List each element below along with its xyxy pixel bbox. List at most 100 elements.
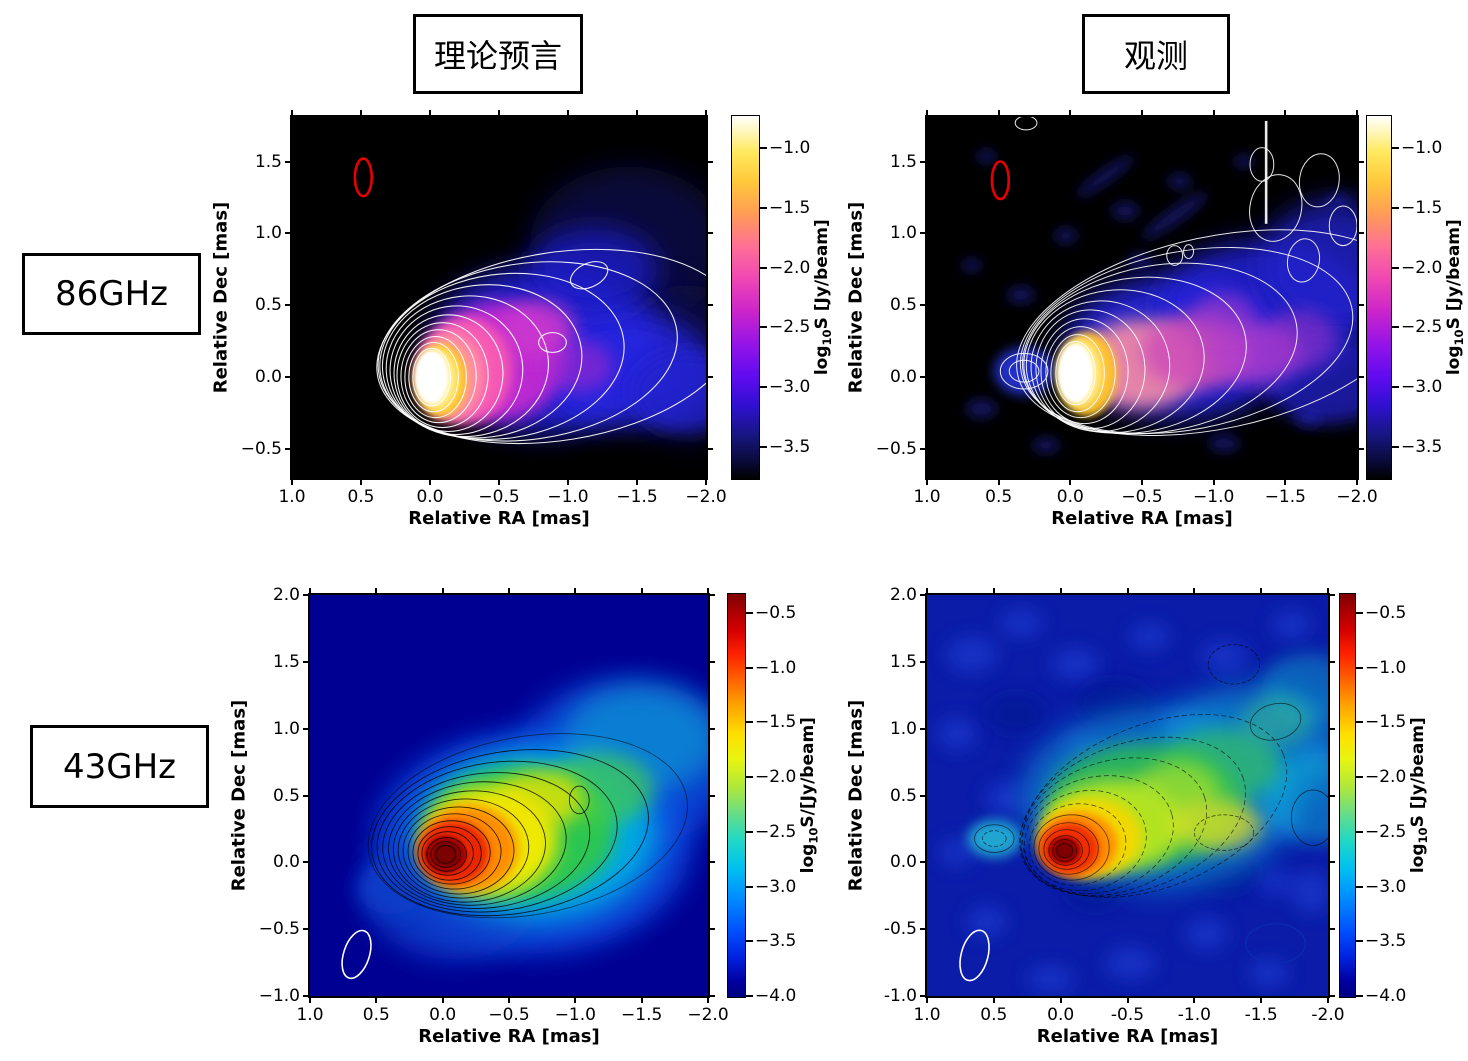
y-tick-label: 2.0 (889, 585, 917, 605)
x-tick-label: −2.0 (1336, 487, 1378, 507)
colorbar-tick-label: −2.5 (1365, 821, 1407, 842)
tick-mark (706, 160, 713, 163)
tick-mark (920, 376, 927, 379)
x-tick-label: −0.5 (488, 1005, 530, 1025)
y-tick-label: 0.0 (272, 852, 300, 873)
tick-mark (920, 232, 927, 235)
tick-mark (707, 996, 709, 1003)
y-tick-label: 1.0 (889, 223, 917, 244)
y-tick-label: 1.0 (272, 718, 300, 739)
row-header-43ghz: 43GHz (30, 725, 209, 808)
tick-mark (1141, 478, 1143, 485)
tick-mark (1059, 996, 1062, 1003)
tick-mark (926, 588, 928, 595)
y-tick-label: 1.0 (254, 223, 282, 244)
y-tick-label: −1.0 (258, 986, 300, 1006)
colorbar-tick-label: −3.5 (1401, 436, 1443, 457)
panel-86ghz-observation: 1.0 0.5 0.0 −0.5 −1.0 −1.5 −2.0 1.5 1.0 0.5 0.0 −0… (846, 110, 1378, 529)
colorbar-tick-label: −0.5 (755, 602, 797, 623)
contours-86ghz-theory (376, 248, 706, 445)
y-axis-label: Relative Dec [mas] (228, 699, 250, 892)
tick-mark (375, 588, 378, 595)
tick-mark (708, 660, 715, 663)
colorbar-tick-label: −3.5 (769, 436, 811, 457)
heatmap-86ghz-theory (292, 117, 706, 478)
tick-mark (1126, 996, 1129, 1003)
tick-mark (1126, 588, 1129, 595)
tick-mark (992, 588, 995, 595)
colorbar-tick-label: −3.5 (755, 931, 797, 952)
beam-ellipse-43ghz-observation (959, 929, 990, 982)
colorbar-tick-label: −2.0 (769, 257, 811, 278)
tick-mark (746, 611, 753, 614)
colorbar-86ghz-theory: −1.0 −1.5 −2.0 −2.5 −3.0 −3.5 log10S [Jy/beam… (731, 115, 834, 480)
tick-mark (920, 594, 927, 596)
column-header-theory-label: 理论预言 (433, 37, 562, 75)
tick-mark (1356, 885, 1363, 888)
tick-mark (1327, 588, 1329, 595)
tick-mark (926, 996, 928, 1003)
colorbar-tick-label: −3.0 (755, 876, 797, 897)
tick-mark (1356, 666, 1363, 669)
x-tick-label: -0.5 (1110, 1005, 1145, 1025)
tick-mark (441, 996, 444, 1003)
tick-mark (1392, 385, 1399, 388)
tick-mark (285, 376, 292, 379)
tick-mark (441, 588, 444, 595)
tick-mark (1069, 478, 1072, 485)
tick-mark (1260, 588, 1263, 595)
tick-mark (992, 996, 995, 1003)
colorbar-tick-label: −0.5 (1365, 602, 1407, 623)
tick-mark (708, 995, 715, 997)
tick-mark (1328, 861, 1335, 864)
column-header-observation-label: 观测 (1123, 37, 1188, 75)
tick-mark (705, 478, 707, 485)
colorbar-tick-label: −2.5 (1401, 317, 1443, 338)
tick-mark (1260, 996, 1263, 1003)
tick-mark (285, 304, 292, 307)
tick-mark (760, 385, 767, 388)
y-tick-label: 0.0 (254, 367, 282, 388)
x-tick-label: −1.5 (616, 487, 658, 507)
colorbar-tick-label: −1.0 (1401, 138, 1443, 159)
tick-mark (920, 448, 927, 451)
tick-mark (285, 448, 292, 451)
tick-mark (285, 160, 292, 163)
tick-mark (1392, 147, 1399, 150)
y-tick-label: 0.5 (889, 785, 917, 806)
x-axis-label: Relative RA [mas] (1051, 508, 1233, 529)
tick-mark (1356, 611, 1363, 614)
tick-mark (705, 110, 707, 117)
colorbar-gradient (731, 115, 760, 480)
colorbar-tick-label: −3.0 (769, 376, 811, 397)
tick-mark (746, 666, 753, 669)
tick-mark (303, 594, 310, 596)
colorbar-label: log10S [Jy/beam] (811, 219, 835, 376)
tick-mark (1328, 794, 1335, 797)
colorbar-43ghz-observation: −0.5 −1.0 −1.5 −2.0 −2.5 −3.0 −3.5 −4.0 log10S … (1339, 593, 1430, 1006)
tick-mark (1193, 588, 1196, 595)
colorbar-label: log10S [Jy/beam] (1443, 219, 1467, 376)
colorbar-tick-label: −2.0 (755, 767, 797, 788)
contours-43ghz-theory (367, 733, 688, 919)
row-header-43ghz-label: 43GHz (62, 746, 177, 787)
tick-mark (1212, 110, 1215, 117)
x-tick-label: 0.5 (362, 1005, 390, 1025)
colorbar-tick-label: −4.0 (755, 985, 797, 1006)
tick-mark (920, 928, 927, 931)
tick-mark (1328, 995, 1335, 997)
tick-mark (1212, 478, 1215, 485)
tick-mark (1356, 776, 1363, 779)
beam-ellipse-86ghz-observation (990, 160, 1011, 201)
x-tick-label: 1.0 (278, 487, 306, 507)
tick-mark (303, 727, 310, 730)
tick-mark (291, 478, 293, 485)
tick-mark (746, 776, 753, 779)
tick-mark (920, 160, 927, 163)
y-tick-label: 0.5 (272, 785, 300, 806)
beam-ellipse-86ghz-theory (353, 157, 374, 198)
tick-mark (708, 594, 715, 596)
x-tick-label: −2.0 (687, 1005, 729, 1025)
tick-mark (708, 794, 715, 797)
bright-spike (1264, 120, 1268, 224)
